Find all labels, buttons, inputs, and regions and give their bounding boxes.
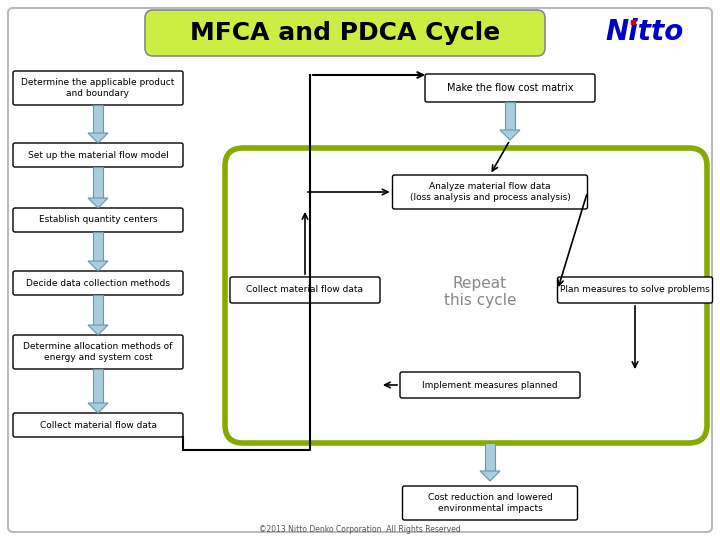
Text: Plan measures to solve problems: Plan measures to solve problems xyxy=(560,286,710,294)
FancyBboxPatch shape xyxy=(13,413,183,437)
Polygon shape xyxy=(485,443,495,471)
Polygon shape xyxy=(88,325,108,335)
Polygon shape xyxy=(88,261,108,271)
Polygon shape xyxy=(93,105,103,133)
Polygon shape xyxy=(93,369,103,403)
Text: MFCA and PDCA Cycle: MFCA and PDCA Cycle xyxy=(190,21,500,45)
Polygon shape xyxy=(88,133,108,143)
Text: Nitto: Nitto xyxy=(606,18,684,46)
Polygon shape xyxy=(93,295,103,325)
FancyBboxPatch shape xyxy=(13,71,183,105)
FancyBboxPatch shape xyxy=(13,335,183,369)
Polygon shape xyxy=(505,102,515,130)
FancyBboxPatch shape xyxy=(557,277,713,303)
Text: Set up the material flow model: Set up the material flow model xyxy=(27,151,168,159)
FancyBboxPatch shape xyxy=(230,277,380,303)
FancyBboxPatch shape xyxy=(8,8,712,532)
FancyBboxPatch shape xyxy=(13,143,183,167)
Text: Determine the applicable product
and boundary: Determine the applicable product and bou… xyxy=(22,78,175,98)
Text: Establish quantity centers: Establish quantity centers xyxy=(39,215,157,225)
FancyBboxPatch shape xyxy=(13,271,183,295)
FancyBboxPatch shape xyxy=(400,372,580,398)
FancyBboxPatch shape xyxy=(225,148,707,443)
FancyBboxPatch shape xyxy=(402,486,577,520)
FancyBboxPatch shape xyxy=(425,74,595,102)
Text: Analyze material flow data
(loss analysis and process analysis): Analyze material flow data (loss analysi… xyxy=(410,183,570,202)
Text: Cost reduction and lowered
environmental impacts: Cost reduction and lowered environmental… xyxy=(428,494,552,512)
Polygon shape xyxy=(93,232,103,261)
Text: Collect material flow data: Collect material flow data xyxy=(40,421,156,429)
Text: Decide data collection methods: Decide data collection methods xyxy=(26,279,170,287)
Polygon shape xyxy=(88,198,108,208)
Text: ©2013 Nitto Denko Corporation  All Rights Reserved: ©2013 Nitto Denko Corporation All Rights… xyxy=(259,525,461,535)
Polygon shape xyxy=(93,167,103,198)
Polygon shape xyxy=(88,403,108,413)
Text: Implement measures planned: Implement measures planned xyxy=(422,381,558,389)
FancyBboxPatch shape xyxy=(392,175,588,209)
Text: Repeat
this cycle: Repeat this cycle xyxy=(444,276,516,308)
Polygon shape xyxy=(480,471,500,481)
Text: Make the flow cost matrix: Make the flow cost matrix xyxy=(446,83,573,93)
Text: Determine allocation methods of
energy and system cost: Determine allocation methods of energy a… xyxy=(23,342,173,362)
FancyBboxPatch shape xyxy=(145,10,545,56)
FancyBboxPatch shape xyxy=(13,208,183,232)
Text: Collect material flow data: Collect material flow data xyxy=(246,286,364,294)
Polygon shape xyxy=(500,130,520,140)
